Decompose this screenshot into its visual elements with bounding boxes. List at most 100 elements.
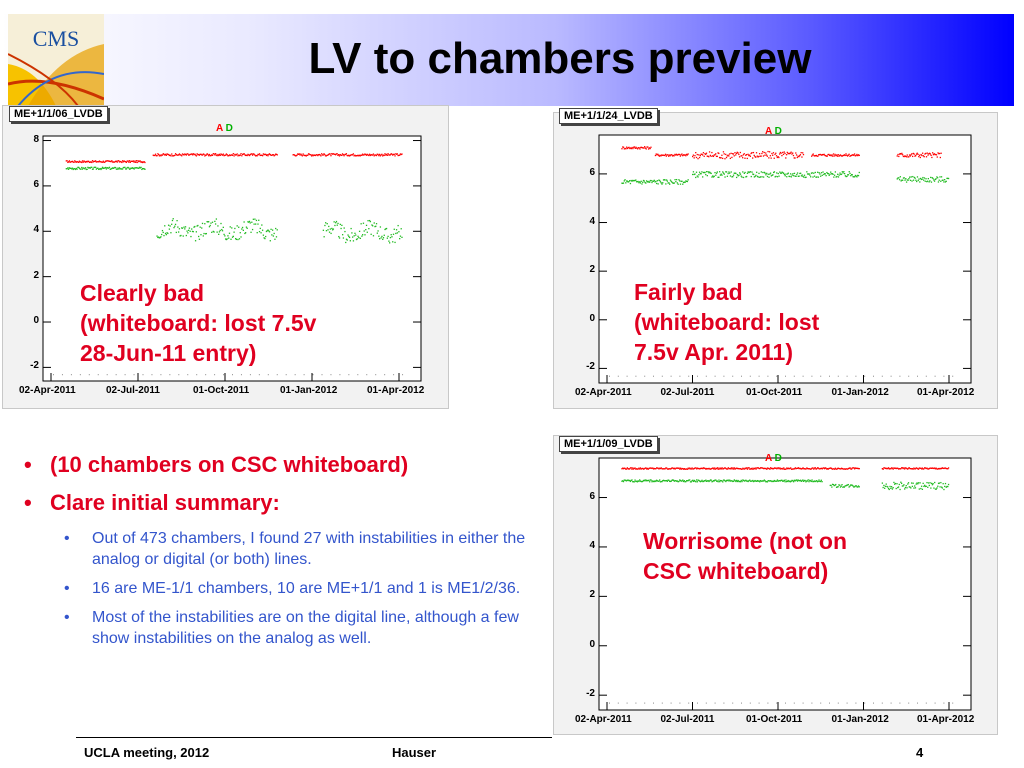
analog-point bbox=[792, 468, 794, 470]
analog-point bbox=[627, 467, 629, 470]
digital-point bbox=[905, 178, 907, 180]
digital-point bbox=[814, 171, 816, 174]
analog-point bbox=[722, 151, 725, 153]
digital-point bbox=[622, 480, 625, 483]
digital-point bbox=[725, 480, 727, 483]
digital-point bbox=[673, 182, 675, 184]
digital-point bbox=[350, 227, 352, 230]
digital-point bbox=[839, 486, 842, 488]
analog-point bbox=[932, 467, 934, 469]
analog-point bbox=[174, 153, 177, 155]
baseline-point bbox=[635, 702, 637, 704]
digital-point bbox=[330, 232, 332, 235]
analog-point bbox=[687, 153, 689, 155]
analog-point bbox=[112, 161, 114, 163]
analog-point bbox=[621, 148, 623, 150]
digital-point bbox=[775, 175, 777, 178]
analog-point bbox=[762, 151, 764, 153]
analog-point bbox=[131, 160, 133, 162]
digital-point bbox=[764, 480, 766, 482]
digital-point bbox=[808, 481, 810, 483]
analog-point bbox=[930, 154, 932, 156]
analog-point bbox=[750, 152, 752, 155]
digital-point bbox=[386, 237, 388, 239]
analog-point bbox=[157, 153, 159, 155]
analog-point bbox=[210, 154, 212, 157]
analog-point bbox=[125, 161, 127, 163]
digital-point bbox=[797, 175, 799, 178]
digital-point bbox=[881, 482, 884, 484]
digital-point bbox=[707, 171, 709, 173]
analog-point bbox=[703, 155, 705, 157]
digital-point bbox=[695, 171, 698, 173]
analog-point bbox=[906, 154, 908, 156]
analog-point bbox=[834, 467, 837, 469]
digital-point bbox=[717, 481, 719, 483]
annotation-line: (whiteboard: lost 7.5v bbox=[80, 310, 317, 336]
digital-point bbox=[365, 229, 367, 231]
digital-point bbox=[842, 486, 845, 488]
digital-point bbox=[128, 167, 130, 169]
analog-point bbox=[761, 152, 763, 155]
analog-point bbox=[743, 468, 745, 470]
digital-point bbox=[840, 173, 843, 175]
digital-point bbox=[947, 177, 950, 180]
analog-point bbox=[124, 160, 126, 163]
analog-point bbox=[908, 154, 911, 156]
analog-point bbox=[699, 154, 701, 157]
analog-point bbox=[699, 467, 702, 470]
baseline-point bbox=[749, 375, 751, 377]
digital-point bbox=[192, 230, 194, 233]
digital-point bbox=[786, 481, 788, 483]
digital-point bbox=[276, 229, 278, 231]
analog-point bbox=[88, 161, 91, 164]
digital-point bbox=[108, 166, 111, 169]
analog-point bbox=[945, 467, 947, 470]
analog-point bbox=[796, 467, 799, 469]
digital-point bbox=[913, 176, 916, 179]
analog-point bbox=[642, 468, 645, 470]
analog-point bbox=[697, 158, 699, 160]
digital-point bbox=[391, 236, 393, 238]
baseline-point bbox=[70, 374, 72, 376]
analog-point bbox=[888, 468, 890, 470]
analog-point bbox=[211, 154, 214, 156]
analog-point bbox=[638, 467, 640, 469]
analog-point bbox=[325, 155, 327, 157]
analog-point bbox=[799, 154, 802, 156]
analog-point bbox=[695, 156, 698, 159]
digital-point bbox=[854, 174, 857, 177]
digital-point bbox=[270, 228, 272, 230]
digital-point bbox=[743, 172, 745, 174]
digital-point bbox=[773, 479, 776, 482]
analog-point bbox=[656, 154, 658, 156]
analog-point bbox=[836, 468, 838, 470]
analog-point bbox=[844, 154, 846, 157]
digital-point bbox=[807, 479, 809, 481]
digital-point bbox=[803, 174, 806, 176]
digital-point bbox=[751, 171, 753, 173]
digital-point bbox=[857, 175, 860, 177]
digital-point bbox=[833, 484, 835, 487]
analog-point bbox=[837, 467, 839, 470]
analog-point bbox=[625, 468, 627, 470]
digital-point bbox=[662, 182, 664, 184]
analog-point bbox=[743, 468, 746, 470]
analog-point bbox=[853, 154, 855, 157]
analog-point bbox=[756, 467, 758, 469]
analog-point bbox=[723, 468, 725, 470]
analog-point bbox=[375, 154, 377, 156]
analog-point bbox=[857, 154, 859, 157]
digital-point bbox=[678, 480, 680, 483]
baseline-point bbox=[714, 702, 716, 704]
digital-point bbox=[91, 168, 94, 170]
digital-point bbox=[628, 180, 630, 183]
digital-point bbox=[92, 168, 94, 170]
digital-point bbox=[171, 219, 174, 222]
digital-point bbox=[901, 179, 903, 181]
digital-point bbox=[662, 479, 665, 481]
digital-point bbox=[775, 480, 777, 482]
analog-point bbox=[713, 467, 716, 469]
digital-point bbox=[817, 480, 819, 483]
digital-point bbox=[939, 176, 941, 178]
